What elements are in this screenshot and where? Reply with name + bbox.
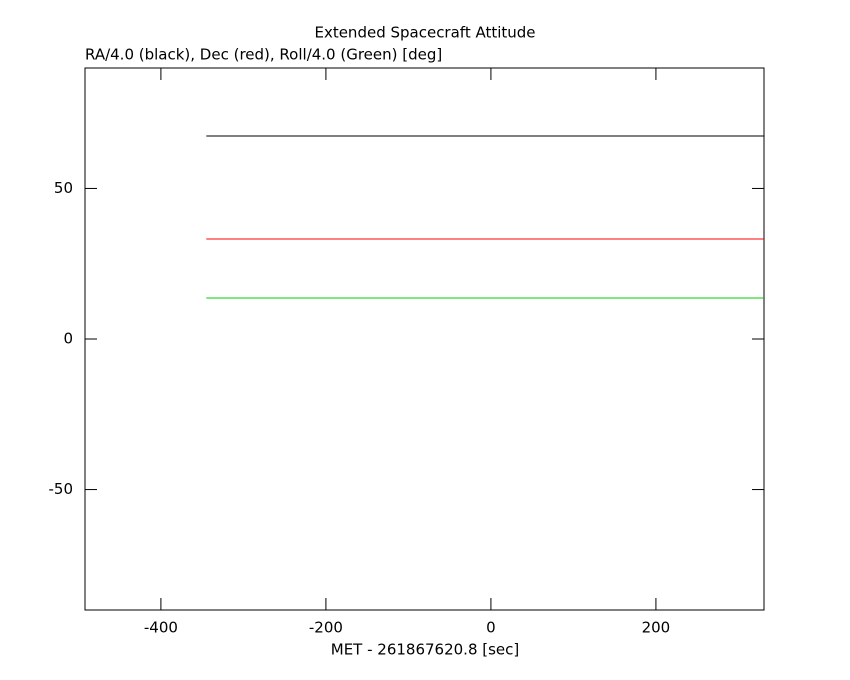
x-tick-label: -200 [309, 619, 343, 637]
y-tick-label: -50 [49, 480, 74, 498]
x-tick-label: -400 [144, 619, 178, 637]
x-axis-label: MET - 261867620.8 [sec] [331, 641, 520, 659]
x-tick-label: 0 [486, 619, 496, 637]
plot-frame [84, 67, 765, 611]
chart-subtitle: RA/4.0 (black), Dec (red), Roll/4.0 (Gre… [85, 46, 442, 64]
y-tick-label: 0 [63, 330, 73, 348]
x-tick-label: 200 [642, 619, 671, 637]
chart-title: Extended Spacecraft Attitude [314, 24, 535, 42]
y-tick-label: 50 [54, 179, 73, 197]
